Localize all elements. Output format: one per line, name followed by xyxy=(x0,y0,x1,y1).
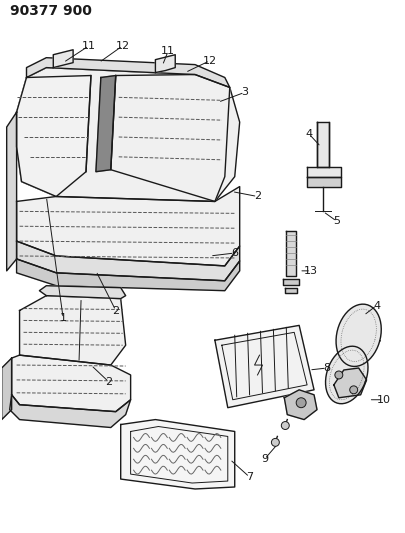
Text: 4: 4 xyxy=(305,129,313,139)
Text: 12: 12 xyxy=(203,55,217,66)
Text: 4: 4 xyxy=(373,301,380,311)
Text: 11: 11 xyxy=(82,41,96,51)
Text: 12: 12 xyxy=(115,41,130,51)
Polygon shape xyxy=(17,76,91,197)
Text: 13: 13 xyxy=(304,266,318,276)
Text: 3: 3 xyxy=(241,87,248,98)
Text: 8: 8 xyxy=(323,363,330,373)
Circle shape xyxy=(281,422,289,430)
Polygon shape xyxy=(326,346,368,403)
Polygon shape xyxy=(215,325,314,408)
Polygon shape xyxy=(111,75,230,201)
Polygon shape xyxy=(39,286,126,298)
Polygon shape xyxy=(317,122,329,167)
Text: 2: 2 xyxy=(112,305,119,316)
Polygon shape xyxy=(12,355,131,411)
Text: 5: 5 xyxy=(333,216,340,227)
Polygon shape xyxy=(307,176,341,187)
Circle shape xyxy=(335,371,343,379)
Text: 10: 10 xyxy=(376,395,390,405)
Polygon shape xyxy=(284,390,317,419)
Polygon shape xyxy=(17,259,240,290)
Polygon shape xyxy=(307,167,341,176)
Text: 7: 7 xyxy=(246,472,253,482)
Polygon shape xyxy=(10,395,131,427)
Polygon shape xyxy=(284,279,299,285)
Text: 2: 2 xyxy=(254,191,261,201)
Polygon shape xyxy=(96,76,116,172)
Text: 11: 11 xyxy=(161,46,175,56)
Polygon shape xyxy=(19,296,126,365)
Text: 2: 2 xyxy=(105,377,112,387)
Polygon shape xyxy=(336,304,381,367)
Polygon shape xyxy=(53,50,73,68)
Polygon shape xyxy=(17,187,240,266)
Polygon shape xyxy=(17,68,240,201)
Polygon shape xyxy=(334,368,367,398)
Polygon shape xyxy=(156,55,175,72)
Polygon shape xyxy=(17,241,240,281)
Text: 90377 900: 90377 900 xyxy=(10,4,92,18)
Circle shape xyxy=(296,398,306,408)
Circle shape xyxy=(350,386,358,394)
Polygon shape xyxy=(26,58,230,87)
Polygon shape xyxy=(286,231,296,276)
Circle shape xyxy=(271,439,279,446)
Text: 6: 6 xyxy=(231,248,238,258)
Polygon shape xyxy=(6,112,17,271)
Polygon shape xyxy=(121,419,235,489)
Polygon shape xyxy=(2,358,12,419)
Text: 1: 1 xyxy=(60,313,67,324)
Text: 9: 9 xyxy=(261,454,268,464)
Polygon shape xyxy=(285,288,297,293)
